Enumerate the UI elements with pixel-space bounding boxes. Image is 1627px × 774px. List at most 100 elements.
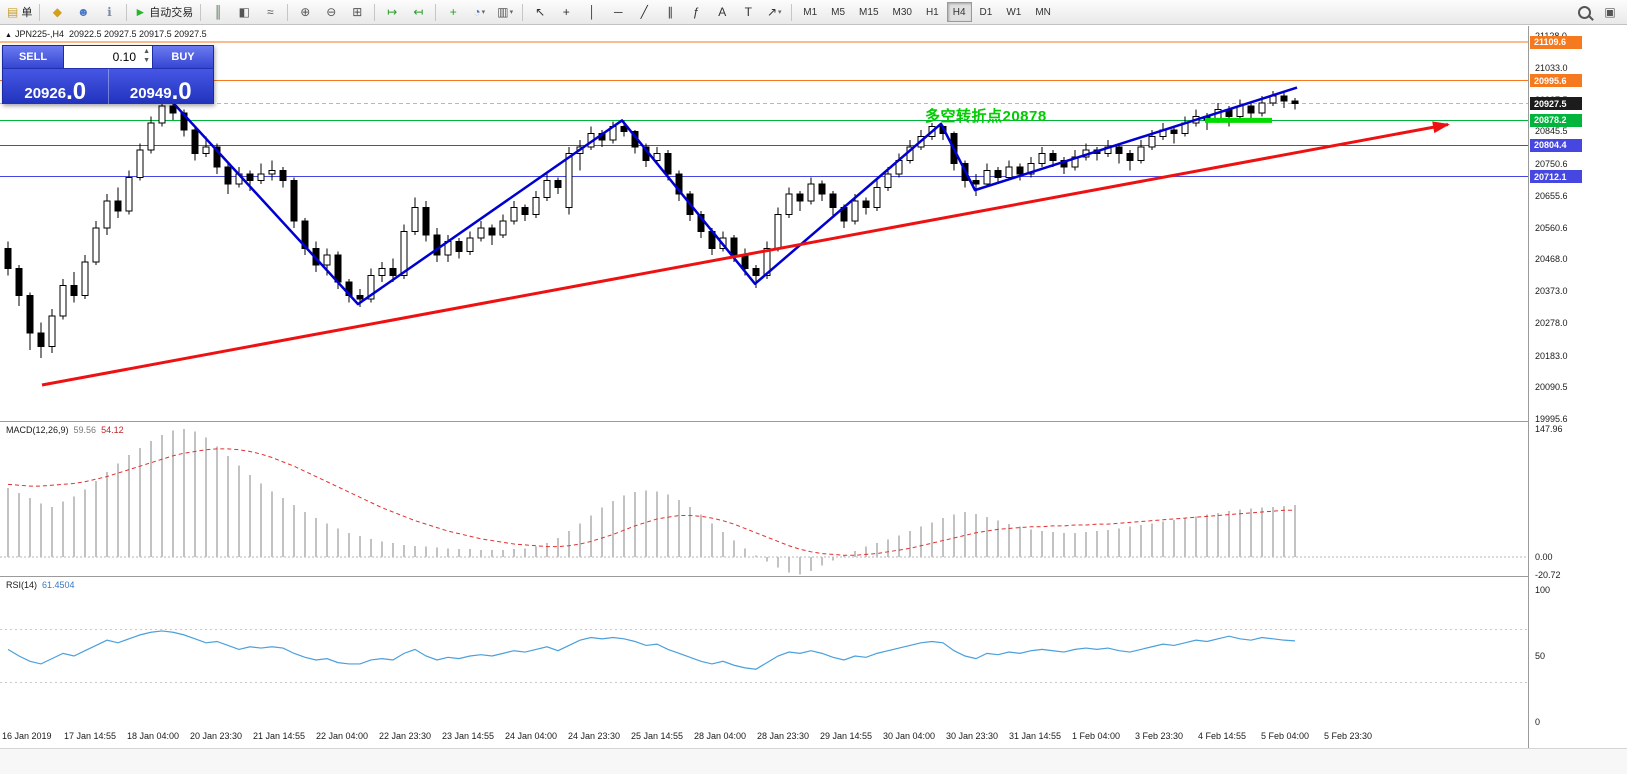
buy-price[interactable]: 20949.0 xyxy=(129,78,192,105)
rsi-axis-label: 50 xyxy=(1535,651,1546,661)
timeframe-m30[interactable]: M30 xyxy=(892,6,912,18)
time-axis-label: 29 Jan 14:55 xyxy=(820,731,873,741)
time-axis-label: 1 Feb 04:00 xyxy=(1072,731,1121,741)
volume-value: 0.10 xyxy=(112,50,136,64)
price-axis-label: 20278.0 xyxy=(1535,318,1568,329)
timeframe-h4[interactable]: H4 xyxy=(946,2,972,22)
macd-main-value: 59.56 xyxy=(73,425,97,435)
label-icon[interactable]: T xyxy=(744,5,752,19)
timeframe-d1[interactable]: D1 xyxy=(979,6,993,18)
chart-shift-icon[interactable]: ↤ xyxy=(413,5,424,19)
toolbar-separator xyxy=(126,3,128,21)
price-axis[interactable]: 21128.021033.020937.520845.520750.620655… xyxy=(1528,26,1627,748)
macd-axis-label: 147.96 xyxy=(1535,424,1563,434)
toolbar-separator xyxy=(374,3,376,21)
channel-icon[interactable]: ∥ xyxy=(667,5,674,19)
candlestick-chart-icon[interactable]: ◧ xyxy=(238,5,250,19)
toolbar-separator xyxy=(522,3,524,21)
time-axis-label: 5 Feb 23:30 xyxy=(1324,731,1373,741)
chart-title: ▲ JPN225-,H4 20922.5 20927.5 20917.5 2092… xyxy=(5,29,207,39)
buy-button[interactable]: BUY xyxy=(152,46,213,68)
templates-icon[interactable]: ▥ ▾ xyxy=(497,5,514,19)
price-badge: 20878.2 xyxy=(1530,113,1582,127)
time-axis-label: 24 Jan 04:00 xyxy=(505,731,558,741)
timeframe-w1[interactable]: W1 xyxy=(1006,6,1022,18)
sell-button[interactable]: SELL xyxy=(3,46,64,68)
indicators-icon[interactable]: + xyxy=(449,5,457,19)
time-axis-label: 24 Jan 23:30 xyxy=(568,731,621,741)
chart-symbol-period: JPN225-,H4 xyxy=(14,29,64,39)
fibonacci-icon[interactable]: ƒ xyxy=(692,5,700,19)
price-axis-label: 21033.0 xyxy=(1535,63,1568,73)
new-order-button[interactable]: ▤ 单 xyxy=(7,5,33,19)
time-axis-label: 18 Jan 04:00 xyxy=(127,731,180,741)
autotrading-button[interactable]: ► 自动交易 xyxy=(134,5,194,19)
timeframe-h1[interactable]: H1 xyxy=(925,6,939,18)
panel-splitter[interactable] xyxy=(0,421,1627,422)
chart-window-icon[interactable]: ◆ xyxy=(52,5,62,19)
auto-scroll-icon[interactable]: ↦ xyxy=(387,5,398,19)
chart-ohlc-values: 20922.5 20927.5 20917.5 20927.5 xyxy=(68,29,207,39)
macd-header: MACD(12,26,9) 59.56 54.12 xyxy=(6,425,124,435)
time-axis-label: 25 Jan 14:55 xyxy=(631,731,684,741)
rsi-indicator-canvas[interactable] xyxy=(0,576,1528,726)
crosshair-icon[interactable]: + xyxy=(562,5,570,19)
cursor-icon[interactable]: ↖ xyxy=(535,5,546,19)
tile-windows-icon[interactable]: ⊞ xyxy=(352,5,363,19)
line-chart-icon[interactable]: ≈ xyxy=(266,5,274,19)
price-axis-label: 20183.0 xyxy=(1535,350,1568,361)
time-axis-label: 3 Feb 23:30 xyxy=(1135,731,1184,741)
macd-indicator-canvas[interactable] xyxy=(0,421,1528,576)
timeframe-m1[interactable]: M1 xyxy=(803,6,818,18)
macd-axis-label: -20.72 xyxy=(1535,569,1561,580)
time-axis-label: 30 Jan 23:30 xyxy=(946,731,999,741)
search-icon[interactable] xyxy=(1571,1,1597,23)
timeframe-m15[interactable]: M15 xyxy=(859,6,879,18)
zoom-out-icon[interactable]: ⊖ xyxy=(326,5,337,19)
time-axis-label: 23 Jan 14:55 xyxy=(442,731,495,741)
time-axis-label: 16 Jan 2019 xyxy=(2,731,52,741)
horizontal-line-icon[interactable]: ─ xyxy=(613,5,623,19)
price-axis-label: 20373.0 xyxy=(1535,286,1568,297)
status-strip xyxy=(0,748,1627,774)
collapse-icon[interactable]: ▲ xyxy=(5,32,12,39)
text-icon[interactable]: A xyxy=(718,5,727,19)
price-badge: 20804.4 xyxy=(1530,138,1582,152)
one-click-trading-panel: SELL 0.10 ▲ ▼ BUY 20926.0 20949.0 xyxy=(2,45,214,104)
info-icon[interactable]: ℹ xyxy=(107,5,112,19)
price-badge: 20995.6 xyxy=(1530,74,1582,88)
time-axis-label: 30 Jan 04:00 xyxy=(883,731,936,741)
time-axis[interactable]: 16 Jan 2019 17 Jan 14:55 18 Jan 04:00 20 Ja… xyxy=(0,726,1528,748)
bar-chart-icon[interactable]: ║ xyxy=(213,5,223,19)
panel-splitter[interactable] xyxy=(0,576,1627,577)
toolbar: ▤ 单 ◆ ☻ ℹ ► 自动交易 ║ ◧ ≈ ⊕ ⊖ ⊞ ↦ ↤ + ◔ ▾ ▥ ▾ ↖ + │ ─ ╱ ∥ ƒ A T ↗ ▾ M1 M5 M1… xyxy=(0,0,1627,25)
spin-down-icon[interactable]: ▼ xyxy=(143,57,150,64)
chart-layout-icon[interactable]: ▣ xyxy=(1604,5,1616,19)
timeframe-mn[interactable]: MN xyxy=(1035,6,1051,18)
volume-spinner: ▲ ▼ xyxy=(143,47,150,65)
time-axis-label: 31 Jan 14:55 xyxy=(1009,731,1062,741)
profiles-icon[interactable]: ☻ xyxy=(77,5,90,19)
spin-up-icon[interactable]: ▲ xyxy=(143,48,150,55)
periods-icon[interactable]: ◔ ▾ xyxy=(473,5,486,19)
time-axis-label: 17 Jan 14:55 xyxy=(64,731,117,741)
timeframe-m5[interactable]: M5 xyxy=(831,6,846,18)
price-axis-label: 20750.6 xyxy=(1535,158,1568,169)
price-badge: 21109.6 xyxy=(1530,35,1582,49)
rsi-value: 61.4504 xyxy=(42,580,75,590)
arrows-icon[interactable]: ↗ ▾ xyxy=(766,5,782,19)
trendline-icon[interactable]: ╱ xyxy=(640,5,648,19)
toolbar-separator xyxy=(287,3,289,21)
time-axis-label: 22 Jan 23:30 xyxy=(379,731,432,741)
price-axis-label: 20655.6 xyxy=(1535,190,1568,201)
sell-price[interactable]: 20926.0 xyxy=(3,69,109,104)
time-axis-label: 28 Jan 04:00 xyxy=(694,731,747,741)
chart-text-annotation[interactable]: 多空转折点20878 xyxy=(925,108,1047,125)
toolbar-separator xyxy=(435,3,437,21)
price-chart-canvas[interactable] xyxy=(0,26,1528,421)
zoom-in-icon[interactable]: ⊕ xyxy=(300,5,311,19)
time-axis-label: 28 Jan 23:30 xyxy=(757,731,810,741)
volume-input[interactable]: 0.10 ▲ ▼ xyxy=(64,46,152,68)
vertical-line-icon[interactable]: │ xyxy=(588,5,596,19)
